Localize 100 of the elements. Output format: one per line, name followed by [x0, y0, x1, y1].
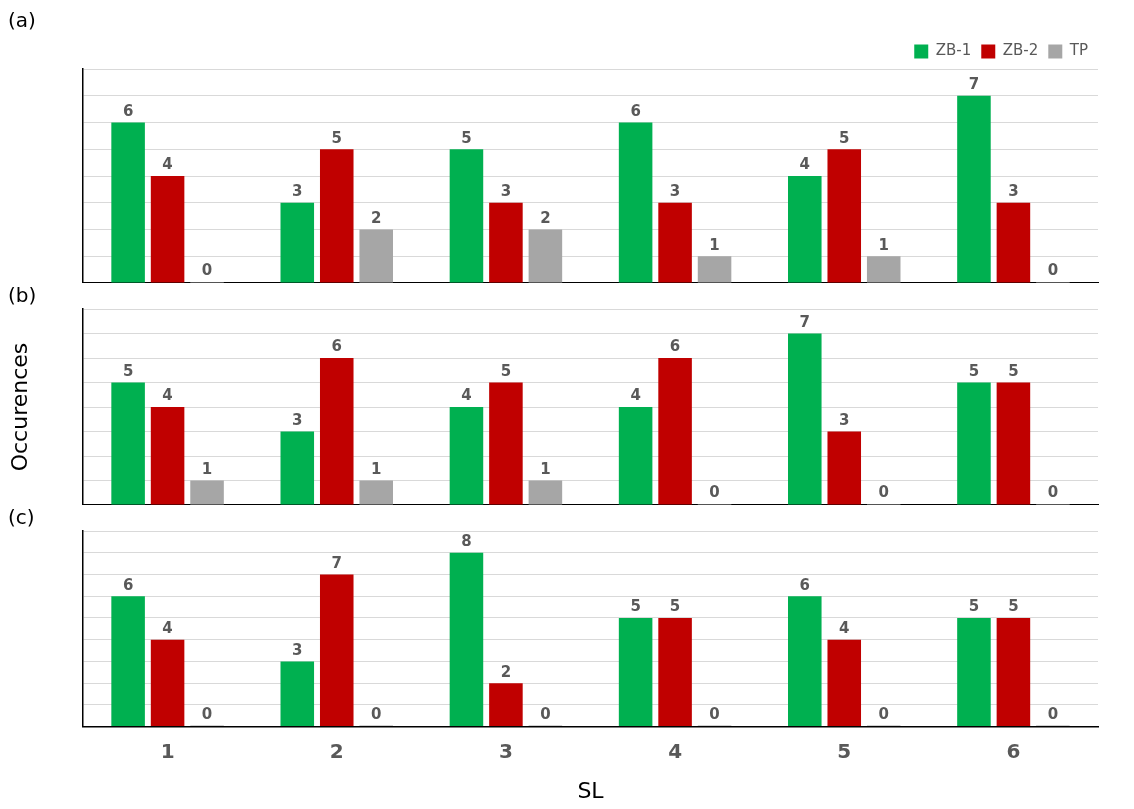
bar: [618, 407, 653, 505]
bar: [489, 382, 523, 505]
data-label: 0: [1047, 483, 1059, 502]
data-label: 5: [1008, 597, 1019, 616]
data-label: 7: [799, 312, 810, 331]
bar: [359, 480, 393, 505]
data-label: 3: [292, 182, 303, 201]
bar: [319, 574, 354, 727]
bar: [528, 229, 563, 283]
data-label: 4: [461, 386, 472, 405]
y-axis-title: Occurences: [6, 342, 32, 472]
data-label: 5: [669, 597, 681, 616]
data-label: 5: [331, 128, 342, 147]
data-label: 0: [201, 261, 213, 280]
x-tick-label: 3: [498, 738, 513, 763]
bar: [280, 202, 315, 283]
data-label: 7: [968, 75, 980, 94]
bar: [996, 382, 1031, 505]
bar: [111, 596, 145, 727]
bar: [280, 431, 315, 505]
data-label: 3: [839, 410, 850, 429]
bar: [190, 480, 224, 505]
data-label: 6: [669, 337, 681, 356]
data-label: 1: [371, 459, 382, 478]
x-tick-label: 1: [160, 738, 175, 763]
data-label: 3: [669, 182, 681, 201]
bar: [449, 407, 484, 505]
bar: [150, 176, 185, 283]
data-label: 5: [968, 361, 980, 380]
bar: [449, 552, 484, 727]
data-label: 6: [331, 337, 342, 356]
data-label: 0: [540, 704, 551, 723]
data-label: 1: [201, 459, 213, 478]
bar: [618, 122, 653, 283]
bar: [489, 202, 523, 283]
data-label: 5: [461, 128, 472, 147]
bar: [658, 358, 692, 505]
data-label: 1: [709, 235, 720, 254]
data-label: 2: [540, 208, 551, 227]
data-label: 3: [292, 640, 303, 659]
bar: [618, 617, 653, 727]
data-label: 0: [709, 483, 720, 502]
bar: [150, 407, 185, 505]
bar: [319, 358, 354, 505]
data-label: 5: [500, 361, 512, 380]
data-label: 5: [630, 597, 641, 616]
data-label: 4: [630, 386, 641, 405]
bar: [957, 617, 991, 727]
legend-label: ZB-2: [1002, 41, 1039, 60]
bar: [788, 333, 822, 505]
bar: [658, 617, 692, 727]
data-label: 2: [500, 662, 512, 681]
bar: [528, 480, 563, 505]
data-label: 4: [162, 386, 173, 405]
bar: [359, 229, 393, 283]
data-label: 0: [1047, 704, 1059, 723]
x-tick-label: 4: [668, 738, 683, 763]
bar: [827, 149, 862, 283]
bar: [280, 661, 315, 727]
data-label: 0: [1047, 261, 1059, 280]
bar: [788, 176, 822, 283]
data-label: 3: [500, 182, 512, 201]
data-label: 6: [630, 101, 641, 120]
data-label: 5: [839, 128, 850, 147]
x-tick-label: 6: [1006, 738, 1021, 763]
bar: [827, 639, 862, 727]
data-label: 1: [878, 235, 889, 254]
bar: [996, 202, 1031, 283]
data-label: 3: [1008, 182, 1019, 201]
data-label: 3: [292, 410, 303, 429]
bar: [866, 256, 901, 283]
data-label: 0: [371, 704, 382, 723]
bar: [319, 149, 354, 283]
data-label: 7: [331, 553, 342, 572]
x-tick-label: 2: [329, 738, 344, 763]
bar: [150, 639, 185, 727]
bar: [111, 122, 145, 283]
data-label: 1: [540, 459, 551, 478]
data-label: 4: [799, 155, 810, 174]
bar: [697, 256, 732, 283]
data-label: 0: [878, 483, 889, 502]
legend-label: ZB-1: [935, 41, 972, 60]
data-label: 5: [1008, 361, 1019, 380]
data-label: 6: [799, 575, 810, 594]
data-label: 4: [162, 155, 173, 174]
data-label: 5: [122, 361, 134, 380]
x-tick-label: 5: [837, 738, 852, 763]
data-label: 6: [122, 101, 134, 120]
data-label: 6: [122, 575, 134, 594]
data-label: 8: [461, 532, 472, 551]
x-axis-title: SL: [577, 777, 605, 803]
bar: [996, 617, 1031, 727]
data-label: 5: [968, 597, 980, 616]
data-label: 4: [839, 619, 850, 638]
bar: [827, 431, 862, 505]
bar: [957, 95, 991, 283]
chart-title: (b): [8, 283, 37, 308]
data-label: 0: [878, 704, 889, 723]
chart-title: (a): [8, 8, 36, 33]
data-label: 0: [201, 704, 213, 723]
